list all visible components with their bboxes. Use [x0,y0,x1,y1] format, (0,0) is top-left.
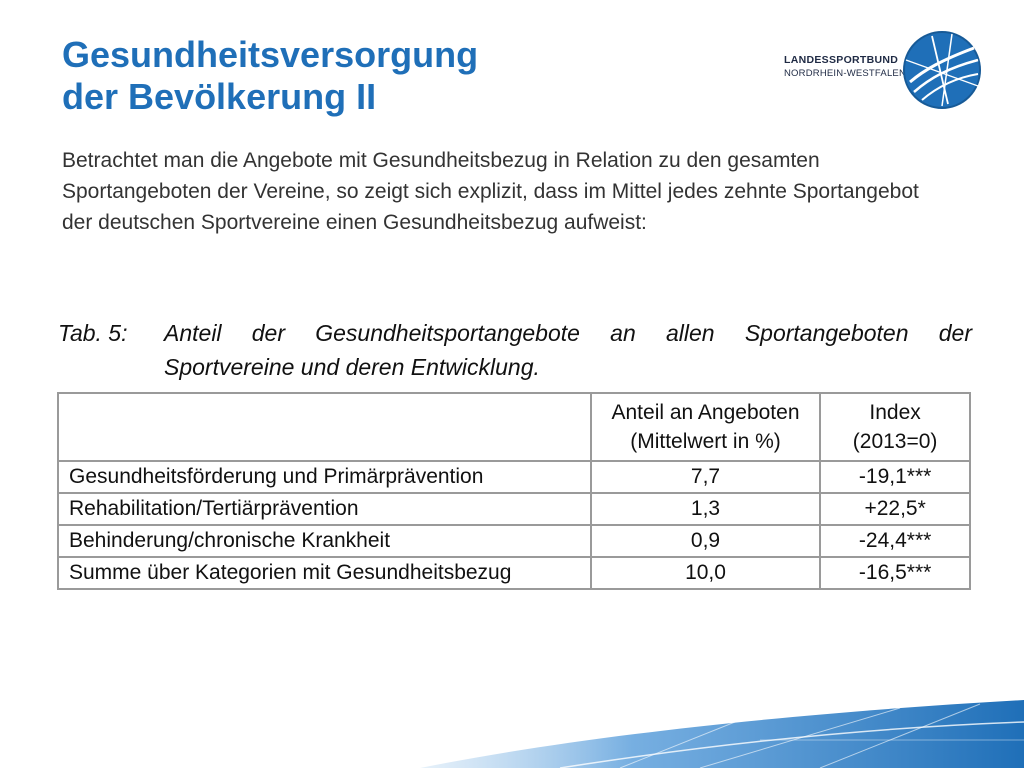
header-category [57,392,592,462]
table-row: Rehabilitation/Tertiärprävention 1,3 +22… [57,492,971,526]
row-share: 10,0 [589,556,822,590]
logo-emblem-icon [903,31,981,109]
health-offers-table: Anteil an Angeboten (Mittelwert in %) In… [57,392,971,590]
row-category: Summe über Kategorien mit Gesundheitsbez… [57,556,592,590]
row-share: 1,3 [589,492,822,526]
row-index: -19,1*** [819,460,971,494]
slide-title: Gesundheitsversorgung der Bevölkerung II [62,34,478,118]
row-index: +22,5* [819,492,971,526]
table-caption-label: Tab. 5: [58,320,128,346]
table-row: Summe über Kategorien mit Gesundheitsbez… [57,556,971,590]
table-caption-line-2: Sportvereine und deren Entwicklung. [164,354,540,380]
table-caption-line-1: Anteil der Gesundheitsportangebote an al… [164,320,972,346]
row-index: -16,5*** [819,556,971,590]
row-share: 0,9 [589,524,822,558]
row-category: Gesundheitsförderung und Primärpräventio… [57,460,592,494]
landessportbund-logo: LANDESSPORTBUND NORDRHEIN-WESTFALEN [784,30,984,110]
row-index: -24,4*** [819,524,971,558]
logo-line-1: LANDESSPORTBUND [784,54,899,66]
table-header-row: Anteil an Angeboten (Mittelwert in %) In… [57,392,971,462]
header-index: Index (2013=0) [819,392,971,462]
header-share-line-1: Anteil an Angeboten [611,401,800,424]
table-row: Behinderung/chronische Krankheit 0,9 -24… [57,524,971,558]
header-index-line-2: (2013=0) [852,430,938,453]
logo-wordmark: LANDESSPORTBUND NORDRHEIN-WESTFALEN [784,54,906,79]
slide-title-line-1: Gesundheitsversorgung [62,34,479,75]
header-share-line-2: (Mittelwert in %) [630,430,781,453]
header-share: Anteil an Angeboten (Mittelwert in %) [589,392,822,462]
logo-line-2: NORDRHEIN-WESTFALEN [784,68,907,79]
row-category: Behinderung/chronische Krankheit [57,524,592,558]
intro-paragraph: Betrachtet man die Angebote mit Gesundhe… [62,149,919,234]
row-category: Rehabilitation/Tertiärprävention [57,492,592,526]
header-index-line-1: Index [869,401,921,424]
table-row: Gesundheitsförderung und Primärpräventio… [57,460,971,494]
row-share: 7,7 [589,460,822,494]
slide-title-line-2: der Bevölkerung II [62,76,377,117]
